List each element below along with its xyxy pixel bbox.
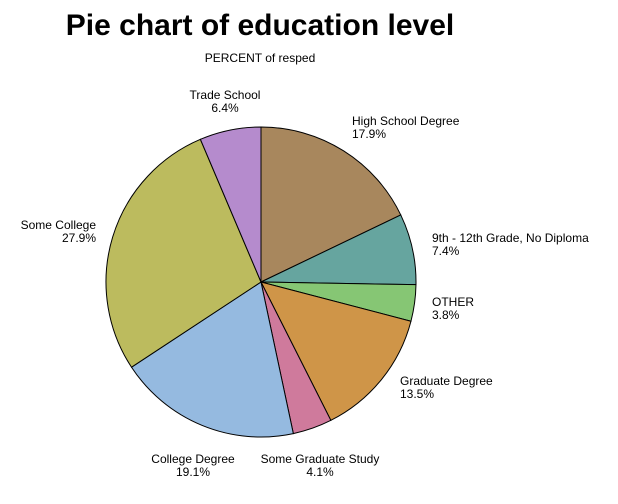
slice-value-label: 19.1% <box>176 465 210 479</box>
pie-slice <box>105 138 262 368</box>
chart-title: Pie chart of education level <box>66 9 454 42</box>
slice-label: 9th - 12th Grade, No Diploma <box>432 231 589 245</box>
slice-label: OTHER <box>432 295 474 309</box>
slice-value-label: 4.1% <box>306 465 334 479</box>
slice-value-label: 27.9% <box>62 231 96 245</box>
slice-label: Some College <box>21 218 97 232</box>
slice-label: College Degree <box>151 452 235 466</box>
slice-label: Some Graduate Study <box>261 452 380 466</box>
slice-value-label: 7.4% <box>432 244 460 258</box>
pie-slice <box>260 126 402 283</box>
slice-label: Trade School <box>190 88 261 102</box>
slice-label: High School Degree <box>352 114 460 128</box>
slice-value-label: 6.4% <box>211 101 239 115</box>
slice-label: Graduate Degree <box>400 374 493 388</box>
slice-value-label: 17.9% <box>352 127 386 141</box>
slice-value-label: 3.8% <box>432 308 460 322</box>
pie-slice <box>260 281 412 422</box>
pie-slice <box>130 281 294 438</box>
slice-value-label: 13.5% <box>400 387 434 401</box>
pie-slice <box>199 126 262 283</box>
chart-subtitle: PERCENT of resped <box>205 51 316 65</box>
